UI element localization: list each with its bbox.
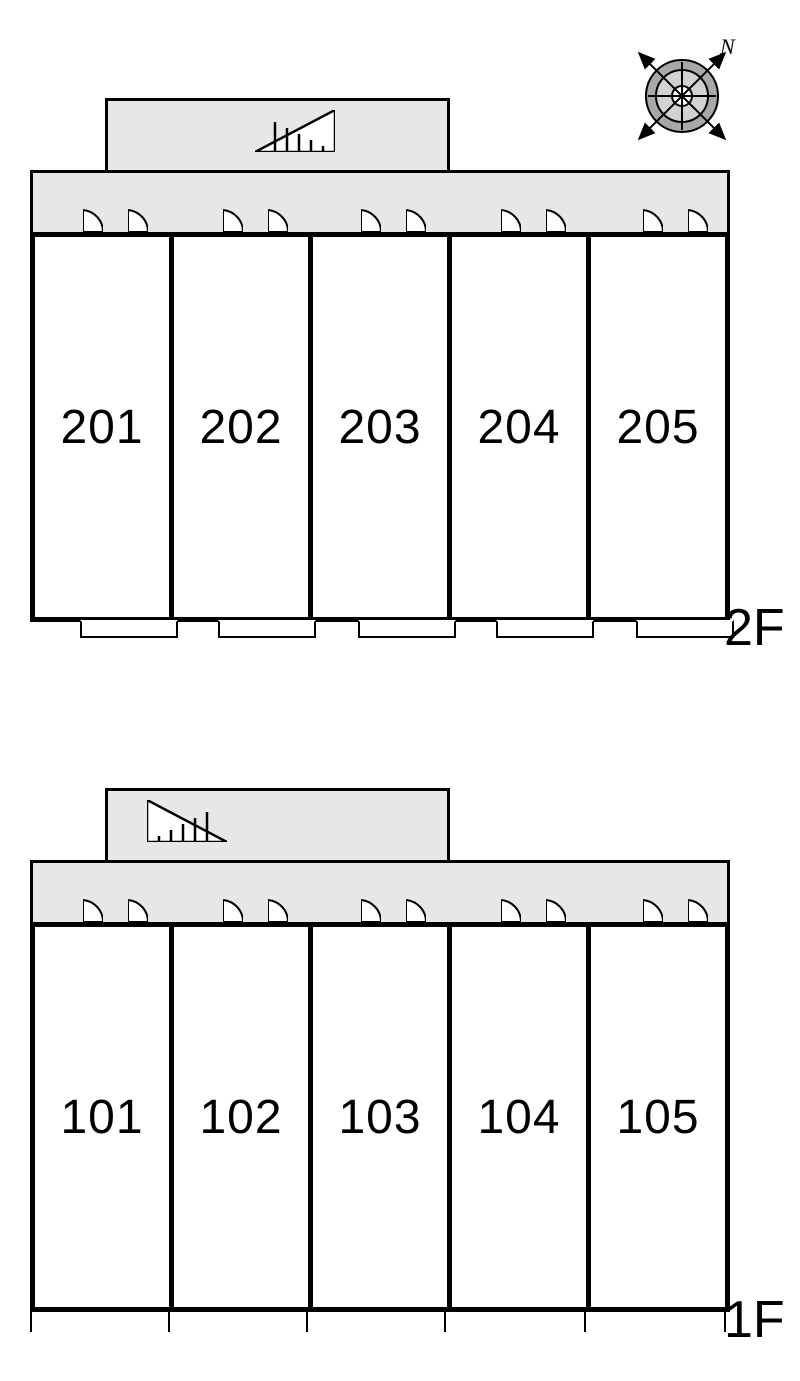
door-icon	[643, 204, 663, 232]
door-icon	[546, 894, 566, 922]
unit-label: 205	[616, 400, 699, 455]
unit-101: 101	[35, 927, 174, 1307]
wall-tick	[444, 1310, 446, 1332]
door-icon	[223, 204, 243, 232]
balcony	[80, 620, 178, 638]
door-icon	[361, 204, 381, 232]
balcony-row-1f	[30, 1310, 730, 1334]
floor-label-2f: 2F	[724, 598, 794, 658]
unit-204: 204	[452, 237, 591, 617]
balcony	[496, 620, 594, 638]
door-icon	[501, 894, 521, 922]
door-icon	[268, 204, 288, 232]
unit-105: 105	[591, 927, 725, 1307]
units-row-2f: 201 202 203 204 205	[30, 232, 730, 622]
unit-label: 105	[616, 1090, 699, 1145]
compass-north-label: N	[719, 36, 736, 59]
unit-label: 204	[477, 400, 560, 455]
door-icon	[688, 894, 708, 922]
door-icon	[643, 894, 663, 922]
door-icon	[501, 204, 521, 232]
unit-102: 102	[174, 927, 313, 1307]
wall-tick	[306, 1310, 308, 1332]
unit-label: 104	[477, 1090, 560, 1145]
door-icon	[128, 204, 148, 232]
corridor-2f	[30, 170, 730, 232]
door-icon	[268, 894, 288, 922]
door-icon	[83, 894, 103, 922]
wall-tick	[584, 1310, 586, 1332]
unit-201: 201	[35, 237, 174, 617]
floor-plan-canvas: N	[0, 0, 800, 1381]
unit-label: 101	[60, 1090, 143, 1145]
balcony	[636, 620, 734, 638]
floor-label-1f: 1F	[724, 1290, 794, 1350]
units-row-1f: 101 102 103 104 105	[30, 922, 730, 1312]
door-icon	[361, 894, 381, 922]
unit-205: 205	[591, 237, 725, 617]
floor-1f: 101 102 103 104 105	[30, 860, 730, 1334]
unit-label: 103	[338, 1090, 421, 1145]
unit-label: 201	[60, 400, 143, 455]
stair-icon	[255, 110, 335, 152]
wall-tick	[168, 1310, 170, 1332]
unit-label: 202	[199, 400, 282, 455]
wall-tick	[30, 1310, 32, 1332]
compass-icon: N	[622, 36, 742, 156]
door-icon	[83, 204, 103, 232]
unit-203: 203	[313, 237, 452, 617]
unit-202: 202	[174, 237, 313, 617]
balcony-row-2f	[30, 620, 730, 644]
door-icon	[406, 894, 426, 922]
door-icon	[406, 204, 426, 232]
corridor-1f	[30, 860, 730, 922]
balcony	[358, 620, 456, 638]
door-icon	[128, 894, 148, 922]
door-icon	[546, 204, 566, 232]
unit-label: 203	[338, 400, 421, 455]
balcony	[218, 620, 316, 638]
door-icon	[688, 204, 708, 232]
door-icon	[223, 894, 243, 922]
unit-label: 102	[199, 1090, 282, 1145]
stair-icon	[147, 800, 227, 842]
floor-2f: 201 202 203 204 205	[30, 170, 730, 644]
unit-103: 103	[313, 927, 452, 1307]
unit-104: 104	[452, 927, 591, 1307]
